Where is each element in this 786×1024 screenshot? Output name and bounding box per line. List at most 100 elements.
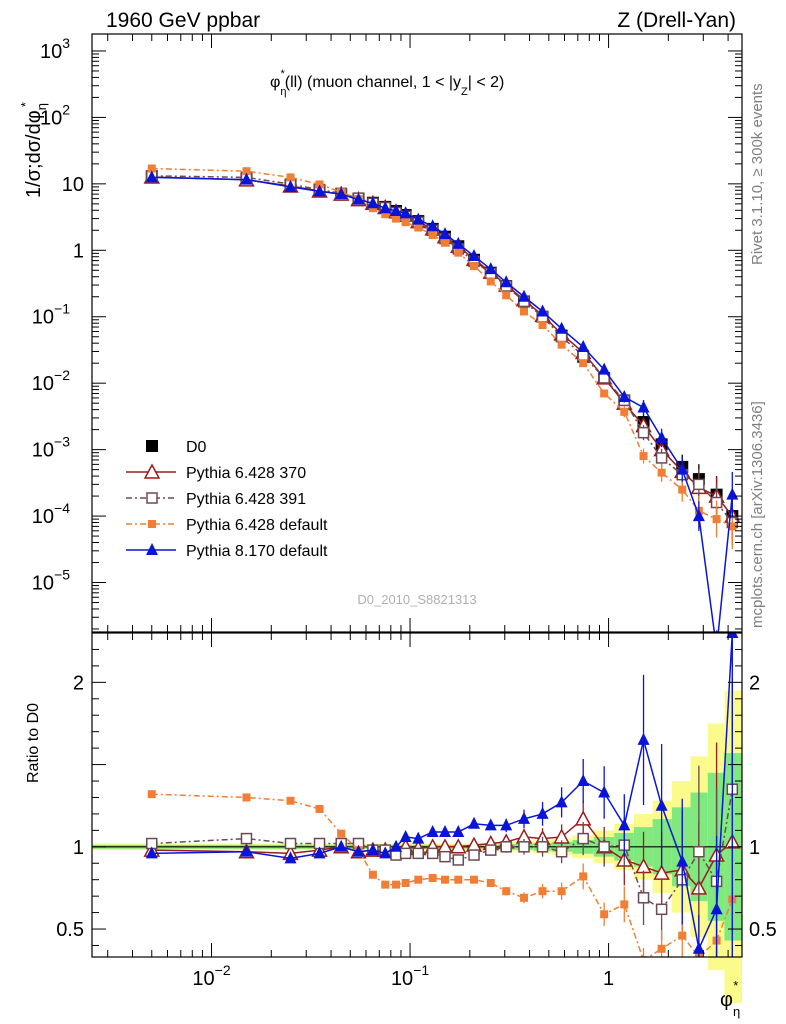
data-point <box>146 492 158 504</box>
data-point <box>428 874 437 883</box>
data-point <box>620 407 629 416</box>
data-point <box>392 880 401 889</box>
plot-title: φη*(ll) (muon channel, 1 < |yZ| < 2) <box>270 68 504 98</box>
data-point <box>412 847 425 860</box>
data-point <box>470 262 479 271</box>
data-point <box>555 795 568 808</box>
data-point <box>655 903 668 916</box>
data-point <box>693 478 705 491</box>
ratio-y-tick-label: 0.5 <box>56 919 84 941</box>
data-point <box>536 841 549 853</box>
y-tick-label: 103 <box>40 35 70 63</box>
data-point <box>678 485 687 494</box>
data-point <box>618 818 631 831</box>
legend-entry: Pythia 6.428 default <box>126 517 328 534</box>
data-point <box>284 179 297 192</box>
data-point <box>313 846 326 859</box>
data-point <box>618 389 631 402</box>
data-point <box>500 841 512 853</box>
ratio-y-tick-label: 1 <box>73 837 84 859</box>
data-point <box>579 359 588 368</box>
series-line <box>151 176 734 632</box>
data-point <box>452 825 465 838</box>
data-point <box>284 837 297 850</box>
data-point <box>692 509 705 522</box>
data-point <box>313 184 326 197</box>
series-pythia-6-428-391 <box>146 633 739 957</box>
data-point <box>536 304 549 317</box>
data-point <box>637 892 650 904</box>
energy-label: 1960 GeV ppbar <box>106 9 260 32</box>
data-point <box>352 192 365 205</box>
ratio-y-tick-label-right: 2 <box>749 672 760 694</box>
data-point <box>381 880 390 889</box>
data-point <box>577 832 589 845</box>
data-point <box>728 522 737 531</box>
data-point <box>147 164 156 173</box>
data-point <box>147 790 156 799</box>
data-point <box>620 900 629 909</box>
ratio-y-axis-label: Ratio to D0 <box>25 703 42 783</box>
data-point <box>598 841 610 853</box>
data-point <box>146 440 158 452</box>
data-point <box>676 462 689 475</box>
legend-label: D0 <box>186 439 207 456</box>
legend: D0 Pythia 6.428 370 Pythia 6.428 391 Pythia… <box>126 439 328 560</box>
data-point <box>502 291 511 300</box>
data-point <box>284 851 297 864</box>
data-point <box>468 849 480 861</box>
data-point <box>600 389 609 398</box>
legend-label: Pythia 6.428 370 <box>186 465 306 482</box>
data-point <box>639 452 648 461</box>
legend-entry: Pythia 6.428 391 <box>126 491 306 508</box>
data-point <box>518 841 530 853</box>
data-point <box>390 839 403 852</box>
legend-label: Pythia 6.428 391 <box>186 491 306 508</box>
data-point <box>710 902 723 915</box>
data-point <box>485 844 497 856</box>
y-axis-label: 1/σ;dσ/dφη* <box>18 102 49 198</box>
data-point <box>676 854 689 867</box>
data-point <box>401 878 410 887</box>
legend-entry: D0 <box>146 439 207 456</box>
data-point <box>412 212 425 225</box>
data-point <box>657 944 666 953</box>
data-point <box>399 847 412 860</box>
data-point <box>439 850 451 863</box>
data-point <box>486 878 495 887</box>
y-tick-label: 10 <box>62 174 84 196</box>
data-point <box>454 248 463 257</box>
data-point <box>240 172 253 185</box>
data-point <box>712 515 721 524</box>
data-point <box>379 201 392 214</box>
data-point <box>726 633 739 638</box>
data-point <box>143 463 161 479</box>
data-point <box>286 173 295 182</box>
data-point <box>468 249 481 262</box>
data-point <box>518 811 531 824</box>
data-point <box>500 818 513 831</box>
data-point <box>468 816 481 829</box>
series-pythia-8-170-default <box>145 633 739 957</box>
x-tick-label: 10−2 <box>192 962 230 990</box>
data-point <box>441 875 450 884</box>
data-point <box>146 543 158 555</box>
y-tick-label: 10−4 <box>32 500 70 528</box>
data-point <box>368 870 377 879</box>
data-point <box>486 277 495 286</box>
data-point <box>655 798 668 811</box>
data-point <box>711 642 723 654</box>
data-point <box>637 732 650 745</box>
data-point <box>600 910 609 919</box>
data-point <box>520 307 529 316</box>
ratio-panel-frame <box>91 632 743 958</box>
data-point <box>399 829 412 842</box>
data-point <box>470 875 479 884</box>
data-point <box>366 843 379 856</box>
mcplots-reference-label: mcplots.cern.ch [arXiv:1306.3436] <box>749 401 766 628</box>
data-point <box>242 793 251 802</box>
data-point <box>484 818 497 831</box>
data-point <box>390 204 403 217</box>
x-tick-label: 1 <box>603 968 614 990</box>
